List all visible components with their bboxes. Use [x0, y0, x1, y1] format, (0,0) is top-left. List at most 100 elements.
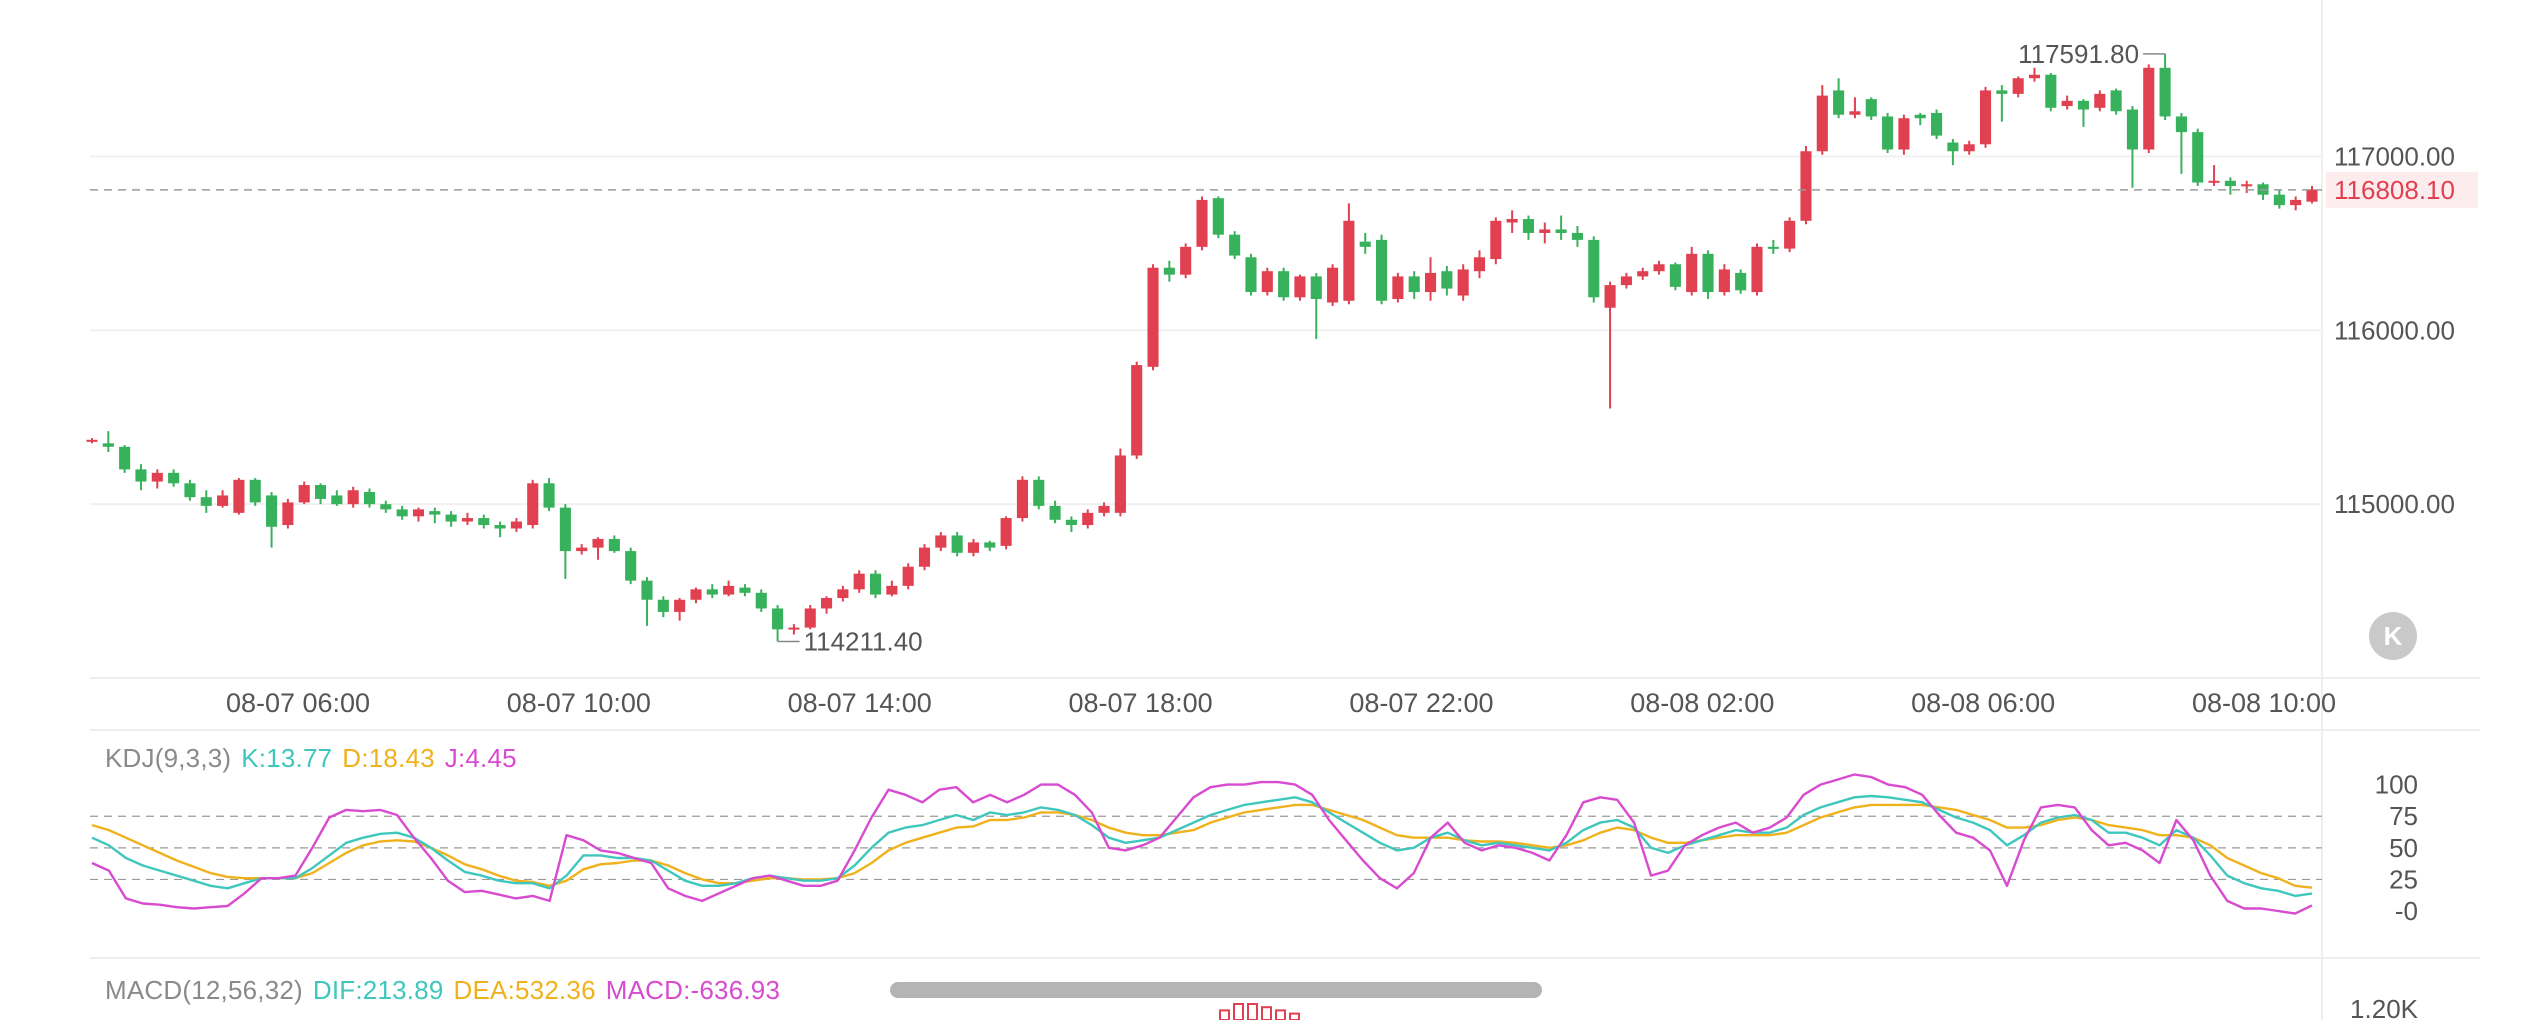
candle-body	[1571, 232, 1583, 240]
candle-body	[168, 472, 180, 484]
kdj-tick-label: 100	[2375, 770, 2418, 800]
candle-body	[1392, 276, 1404, 300]
candle-body	[967, 542, 980, 553]
candle-body	[347, 490, 359, 505]
candle-body	[739, 587, 751, 593]
candle-body	[2175, 116, 2187, 133]
macd-bar	[1261, 1006, 1272, 1022]
candle-body	[576, 547, 588, 552]
candle-body	[608, 538, 620, 552]
candle-body	[396, 509, 408, 517]
candle-body	[788, 627, 800, 630]
candle-body	[674, 599, 686, 612]
candle-body	[1849, 111, 1861, 115]
candle-body	[1278, 271, 1290, 298]
candle-body	[1637, 271, 1649, 277]
candle-body	[2306, 189, 2318, 202]
macd-tick-label: 1.20K	[2350, 994, 2419, 1020]
candle-body	[1261, 271, 1273, 293]
candle-body	[1751, 246, 1763, 293]
candle-body	[853, 573, 865, 590]
candle-body	[151, 472, 163, 482]
y-tick-label: 115000.00	[2334, 489, 2455, 519]
candle-body	[102, 443, 114, 447]
candle-body	[2077, 100, 2090, 110]
x-tick-label: 08-08 06:00	[1911, 688, 2055, 718]
candle-body	[1718, 269, 1730, 293]
candle-body	[2110, 90, 2122, 112]
candle-body	[625, 551, 637, 581]
candle-body	[1310, 276, 1322, 300]
y-tick-label: 117000.00	[2334, 141, 2455, 171]
candle-body	[200, 497, 212, 506]
macd-bar	[1289, 1012, 1300, 1021]
candle-body	[1522, 219, 1535, 233]
candle-body	[527, 483, 539, 526]
candle-body	[1686, 253, 1698, 293]
candle-body	[266, 495, 278, 527]
candle-body	[1408, 276, 1420, 293]
x-tick-label: 08-08 02:00	[1630, 688, 1774, 718]
candle-body	[1473, 257, 1486, 272]
candle-body	[821, 598, 833, 609]
current-price-badge	[2326, 171, 2478, 208]
candle-body	[1963, 144, 1975, 152]
candle-body	[217, 495, 229, 506]
candle-body	[2045, 74, 2057, 108]
macd-panel: 1.20K	[1219, 994, 2419, 1024]
candle-body	[1376, 239, 1388, 301]
candle-body	[1588, 239, 1600, 298]
candle-body	[1000, 518, 1012, 546]
candle-body	[755, 592, 767, 609]
kdj-j-line	[91, 773, 2313, 915]
kdj-tick-label: 25	[2389, 864, 2418, 894]
candle-body	[984, 542, 996, 548]
candle-body	[314, 485, 327, 499]
x-tick-label: 08-07 10:00	[507, 688, 651, 718]
kdj-tick-label: -0	[2395, 896, 2418, 926]
candle-body	[1212, 198, 1224, 235]
candle-body	[706, 589, 718, 595]
candle-body	[2290, 199, 2302, 206]
high-price-label: 117591.80	[2018, 39, 2139, 69]
kdj-title: KDJ(9,3,3)	[105, 743, 232, 773]
candle-body	[1229, 234, 1241, 256]
candle-body	[119, 446, 131, 470]
candle-body	[1653, 264, 1665, 272]
collapse-left-icon[interactable]: K	[2369, 612, 2417, 660]
candle-body	[1816, 95, 1828, 152]
candle-body	[1735, 272, 1747, 291]
macd-bar	[1275, 1009, 1286, 1022]
kdj-d-value: D:18.43	[342, 743, 435, 773]
candle-body	[1359, 241, 1371, 247]
candle-body	[641, 580, 653, 600]
candle-body	[2241, 184, 2253, 187]
candle-body	[1033, 479, 1045, 506]
candle-body	[1882, 116, 1894, 150]
macd-title: MACD(12,56,32)	[105, 975, 303, 1005]
candle-body	[1669, 264, 1681, 287]
candle-body	[804, 608, 816, 628]
candle-body	[2012, 78, 2024, 94]
candle-body	[282, 502, 294, 526]
candle-body	[1114, 455, 1126, 513]
candle-body	[380, 504, 392, 510]
candle-body	[412, 509, 425, 517]
macd-dea-value: DEA:532.36	[453, 975, 596, 1005]
candle-body	[1098, 505, 1110, 513]
candle-body	[1620, 276, 1632, 286]
candle-body	[1539, 229, 1551, 233]
candle-body	[951, 535, 963, 553]
horizontal-scrollbar[interactable]	[890, 982, 1542, 998]
candle-body	[2094, 93, 2106, 108]
candle-body	[510, 521, 522, 529]
candle-body	[690, 589, 702, 600]
candle-body	[1457, 269, 1469, 296]
candle-body	[461, 518, 473, 522]
candle-body	[559, 507, 571, 552]
candle-body	[2126, 109, 2138, 150]
candle-body	[1947, 142, 1959, 152]
candle-body	[935, 535, 947, 548]
